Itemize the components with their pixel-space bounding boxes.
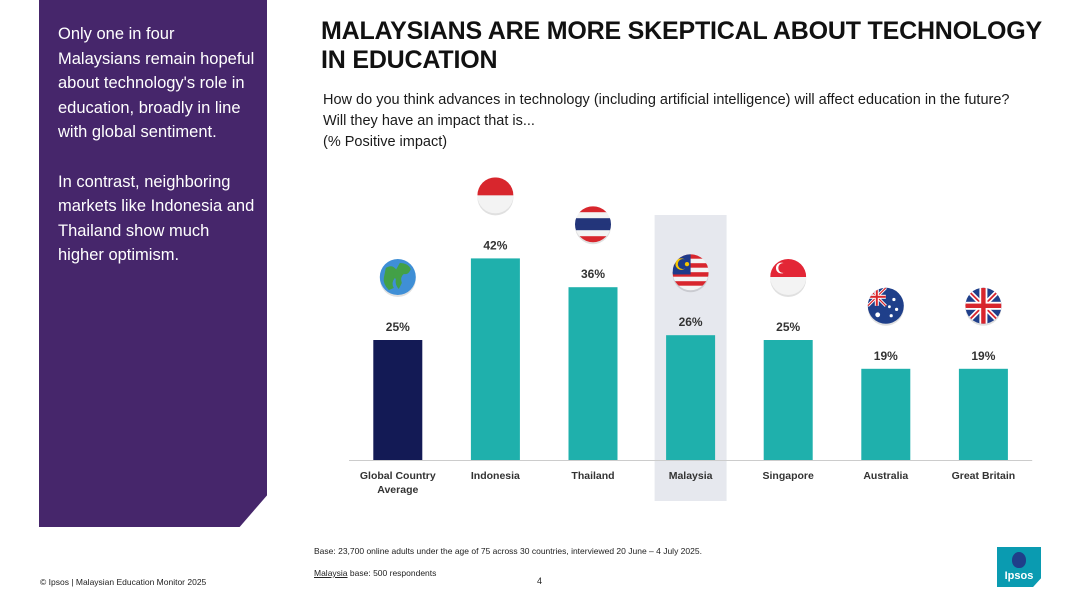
footer-malaysia-rest: base: 500 respondents: [347, 568, 437, 578]
thailand-flag-icon: [575, 206, 611, 245]
category-label-3: Thailand: [571, 470, 614, 482]
footer-base-note: Base: 23,700 online adults under the age…: [314, 546, 702, 556]
value-label-4: 26%: [679, 315, 703, 329]
value-label-2: 42%: [483, 238, 507, 252]
indonesia-flag-icon: [477, 177, 514, 216]
bar-3: [568, 287, 618, 460]
singapore-flag-icon: [770, 259, 807, 297]
bar-5: [763, 340, 813, 460]
footer-malaysia-label: Malaysia: [314, 568, 348, 578]
bar-7: [958, 368, 1008, 460]
value-label-3: 36%: [581, 267, 605, 281]
malaysia-flag-icon: [672, 254, 709, 293]
category-label-5: Singapore: [763, 470, 815, 482]
value-label-5: 25%: [776, 320, 800, 334]
value-label-6: 19%: [874, 349, 898, 363]
category-label-4: Malaysia: [669, 470, 713, 482]
category-label-6: Australia: [863, 470, 908, 482]
side-panel-text: Only one in four Malaysians remain hopef…: [58, 25, 255, 265]
australia-flag-icon: [867, 287, 904, 326]
footer-malaysia-base: Malaysia base: 500 respondents: [314, 568, 436, 578]
globe-icon: [379, 259, 416, 297]
survey-question: How do you think advances in technology …: [323, 92, 1010, 129]
ipsos-logo: Ipsos: [997, 547, 1041, 587]
page-number: 4: [537, 576, 543, 586]
bar-6: [861, 368, 911, 460]
category-label-1: Global Country Average: [360, 470, 436, 496]
category-label-2: Indonesia: [471, 470, 520, 482]
chart-subtitle: (% Positive impact): [323, 134, 448, 150]
side-panel: Only one in four Malaysians remain hopef…: [39, 0, 267, 527]
category-label-7: Great Britain: [952, 470, 1016, 482]
bar-4: [666, 335, 716, 460]
copyright: © Ipsos | Malaysian Education Monitor 20…: [40, 577, 207, 587]
ipsos-logo-mark: [1012, 552, 1026, 568]
value-label-7: 19%: [971, 349, 995, 363]
bar-1: [373, 340, 423, 460]
ipsos-logo-text: Ipsos: [1004, 570, 1034, 582]
bar-2: [470, 258, 520, 460]
page-title: MALAYSIANS ARE MORE SKEPTICAL ABOUT TECH…: [321, 17, 1042, 74]
value-label-1: 25%: [386, 320, 410, 334]
great-britain-flag-icon: [965, 287, 1002, 326]
